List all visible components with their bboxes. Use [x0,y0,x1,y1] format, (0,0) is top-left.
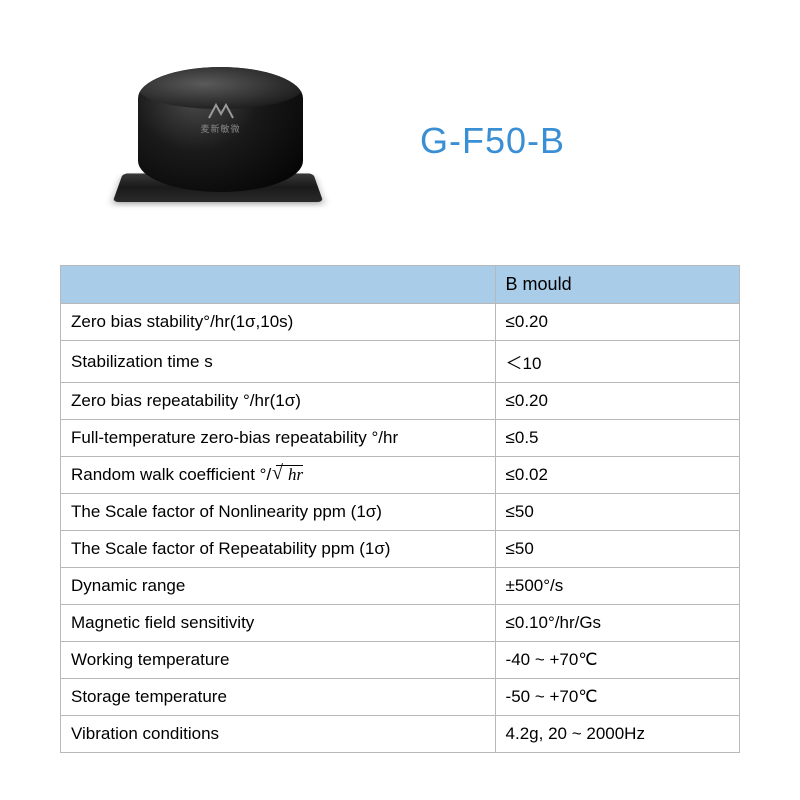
param-cell: The Scale factor of Nonlinearity ppm (1σ… [61,494,496,531]
param-cell: Zero bias stability°/hr(1σ,10s) [61,304,496,341]
param-cell: Random walk coefficient °/ √hr [61,457,496,494]
table-row: The Scale factor of Nonlinearity ppm (1σ… [61,494,740,531]
sqrt-expr: √hr [276,465,303,483]
header-value: B mould [495,266,739,304]
logo-text: 麦新敏微 [200,124,240,134]
value-cell: ≤50 [495,494,739,531]
spec-table: B mould Zero bias stability°/hr(1σ,10s)≤… [60,265,740,753]
value-cell: ≤0.5 [495,420,739,457]
table-header-row: B mould [61,266,740,304]
table-row: Vibration conditions4.2g, 20 ~ 2000Hz [61,716,740,753]
value-cell: ≤50 [495,531,739,568]
param-cell: Storage temperature [61,679,496,716]
param-cell: Magnetic field sensitivity [61,605,496,642]
value-cell: ≤0.10°/hr/Gs [495,605,739,642]
table-row: Full-temperature zero-bias repeatability… [61,420,740,457]
param-cell: Working temperature [61,642,496,679]
table-row: The Scale factor of Repeatability ppm (1… [61,531,740,568]
table-row: Dynamic range±500°/s [61,568,740,605]
table-row: Magnetic field sensitivity≤0.10°/hr/Gs [61,605,740,642]
logo-mark-icon [206,102,234,120]
table-row: Zero bias repeatability °/hr(1σ)≤0.20 [61,383,740,420]
product-header: 麦新敏微 G-F50-B [0,0,800,260]
header-param [61,266,496,304]
param-cell: Full-temperature zero-bias repeatability… [61,420,496,457]
sensor-logo: 麦新敏微 [200,102,240,135]
value-cell: ＜10 [495,341,739,383]
table-row: Stabilization time s＜10 [61,341,740,383]
table-row: Zero bias stability°/hr(1σ,10s)≤0.20 [61,304,740,341]
sensor-body: 麦新敏微 [138,67,303,192]
value-cell: ≤0.20 [495,304,739,341]
value-cell: ≤0.02 [495,457,739,494]
param-cell: Zero bias repeatability °/hr(1σ) [61,383,496,420]
value-cell: ±500°/s [495,568,739,605]
param-cell: Dynamic range [61,568,496,605]
table-row: Storage temperature-50 ~ +70℃ [61,679,740,716]
param-cell: Stabilization time s [61,341,496,383]
param-cell: Vibration conditions [61,716,496,753]
value-cell: ≤0.20 [495,383,739,420]
value-cell: 4.2g, 20 ~ 2000Hz [495,716,739,753]
table-body: Zero bias stability°/hr(1σ,10s)≤0.20Stab… [61,304,740,753]
value-cell: -50 ~ +70℃ [495,679,739,716]
table-row: Working temperature-40 ~ +70℃ [61,642,740,679]
value-cell: -40 ~ +70℃ [495,642,739,679]
product-title: G-F50-B [420,120,565,162]
product-image: 麦新敏微 [100,30,340,230]
table-row: Random walk coefficient °/ √hr≤0.02 [61,457,740,494]
param-cell: The Scale factor of Repeatability ppm (1… [61,531,496,568]
